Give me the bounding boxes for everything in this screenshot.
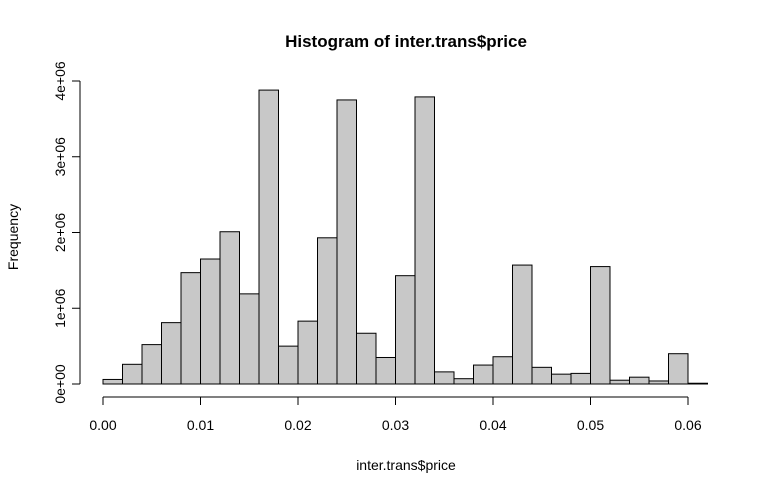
histogram-bar	[687, 382, 708, 385]
histogram-bar	[512, 264, 533, 385]
histogram-bar	[278, 345, 299, 385]
y-tick-label: 1e+06	[52, 288, 68, 328]
x-tick-label: 0.06	[674, 417, 701, 433]
x-axis: 0.00 0.01 0.02 0.03 0.04 0.05 0.06	[89, 396, 702, 433]
histogram-bar	[239, 293, 260, 385]
histogram-bar	[102, 378, 123, 385]
y-tick-label: 2e+06	[52, 213, 68, 253]
histogram-bar	[219, 231, 240, 385]
histogram-bar	[609, 379, 630, 385]
histogram-bar	[531, 366, 552, 385]
y-tick-label: 3e+06	[52, 137, 68, 177]
x-tick-label: 0.02	[284, 417, 311, 433]
x-tick-label: 0.05	[577, 417, 604, 433]
x-tick-label: 0.01	[187, 417, 214, 433]
histogram-bar	[492, 356, 513, 385]
x-tick-label: 0.00	[89, 417, 116, 433]
histogram-bar	[590, 266, 611, 385]
x-tick-label: 0.04	[479, 417, 506, 433]
chart-title: Histogram of inter.trans$price	[285, 32, 527, 51]
histogram-bar	[668, 353, 689, 385]
histogram-bar	[161, 322, 182, 385]
y-tick-label: 0e+00	[52, 364, 68, 404]
histogram-bar	[317, 237, 338, 385]
y-tick-label: 4e+06	[52, 61, 68, 101]
histogram-bar	[629, 376, 650, 385]
histogram-bar	[122, 363, 143, 385]
histogram-bar	[258, 89, 279, 385]
histogram-bar	[453, 378, 474, 385]
histogram-bar	[297, 320, 318, 385]
bars-group	[102, 89, 708, 385]
histogram-bar	[395, 275, 416, 385]
histogram-bar	[336, 99, 357, 385]
y-axis: 0e+00 1e+06 2e+06 3e+06 4e+06	[52, 61, 81, 404]
histogram-bar	[180, 272, 201, 385]
histogram-bar	[414, 96, 435, 385]
histogram-bar	[200, 258, 221, 385]
histogram-bar	[375, 356, 396, 385]
histogram-bar	[356, 332, 377, 385]
x-tick-label: 0.03	[382, 417, 409, 433]
y-axis-label: Frequency	[5, 204, 21, 270]
x-axis-label: inter.trans$price	[356, 457, 456, 473]
histogram-bar	[648, 380, 669, 385]
histogram-bar	[434, 371, 455, 385]
histogram-bar	[570, 372, 591, 385]
histogram-bar	[141, 344, 162, 385]
histogram-bar	[473, 364, 494, 385]
histogram-bar	[551, 373, 572, 385]
